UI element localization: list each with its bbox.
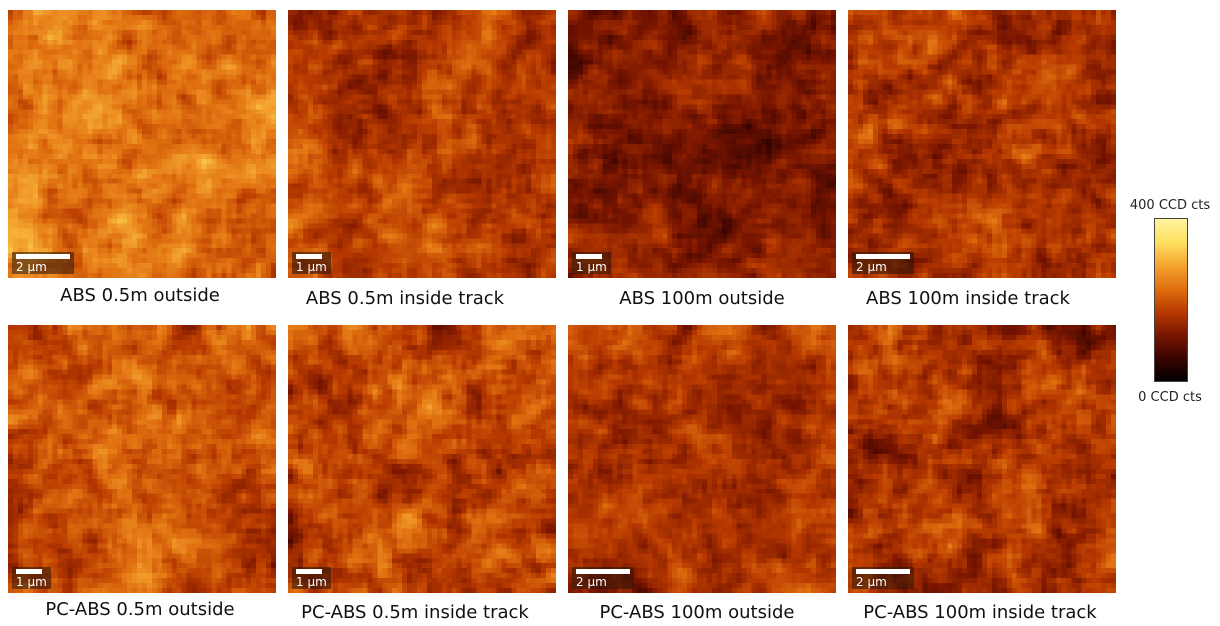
scale-bar-line: [576, 254, 602, 259]
heatmap-canvas: [288, 10, 556, 278]
scale-bar-label: 1 μm: [576, 260, 607, 274]
scale-bar: 1 μm: [292, 567, 331, 589]
colorbar-min-label: 0 CCD cts: [1138, 390, 1202, 405]
afm-image-abs-05m-inside-track: 1 μm: [288, 10, 556, 278]
scale-bar: 2 μm: [572, 567, 634, 589]
scale-bar-label: 1 μm: [16, 575, 47, 589]
heatmap-canvas: [568, 10, 836, 278]
scale-bar-label: 2 μm: [16, 260, 47, 274]
afm-image-pcabs-05m-inside-track: 1 μm: [288, 325, 556, 593]
scale-bar: 2 μm: [12, 252, 74, 274]
afm-image-abs-05m-outside: 2 μm: [8, 10, 276, 278]
caption-abs-05m-inside-track: ABS 0.5m inside track: [305, 288, 505, 309]
scale-bar: 2 μm: [852, 567, 914, 589]
caption-abs-05m-outside: ABS 0.5m outside: [60, 285, 220, 306]
caption-pcabs-100m-inside-track: PC-ABS 100m inside track: [863, 602, 1097, 623]
scale-bar-line: [16, 569, 42, 574]
scale-bar-line: [856, 569, 910, 574]
scale-bar-line: [296, 254, 322, 259]
caption-pcabs-100m-outside: PC-ABS 100m outside: [599, 602, 795, 623]
scale-bar-line: [296, 569, 322, 574]
scale-bar-label: 2 μm: [856, 575, 887, 589]
scale-bar-line: [576, 569, 630, 574]
colorbar-max-label: 400 CCD cts: [1129, 198, 1211, 213]
scale-bar-label: 2 μm: [856, 260, 887, 274]
afm-image-abs-100m-outside: 1 μm: [568, 10, 836, 278]
caption-pcabs-05m-outside: PC-ABS 0.5m outside: [45, 599, 235, 620]
heatmap-canvas: [848, 325, 1116, 593]
heatmap-canvas: [848, 10, 1116, 278]
heatmap-canvas: [568, 325, 836, 593]
heatmap-canvas: [8, 325, 276, 593]
scale-bar-label: 1 μm: [296, 260, 327, 274]
caption-abs-100m-outside: ABS 100m outside: [619, 288, 785, 309]
caption-abs-100m-inside-track: ABS 100m inside track: [866, 288, 1070, 309]
scale-bar-label: 1 μm: [296, 575, 327, 589]
scale-bar: 1 μm: [292, 252, 331, 274]
afm-image-abs-100m-inside-track: 2 μm: [848, 10, 1116, 278]
heatmap-canvas: [8, 10, 276, 278]
heatmap-canvas: [288, 325, 556, 593]
afm-image-pcabs-05m-outside: 1 μm: [8, 325, 276, 593]
scale-bar-label: 2 μm: [576, 575, 607, 589]
scale-bar: 2 μm: [852, 252, 914, 274]
afm-image-pcabs-100m-inside-track: 2 μm: [848, 325, 1116, 593]
scale-bar-line: [16, 254, 70, 259]
scale-bar: 1 μm: [12, 567, 51, 589]
afm-image-pcabs-100m-outside: 2 μm: [568, 325, 836, 593]
caption-pcabs-05m-inside-track: PC-ABS 0.5m inside track: [301, 602, 529, 623]
colorbar: [1154, 218, 1188, 382]
scale-bar-line: [856, 254, 910, 259]
scale-bar: 1 μm: [572, 252, 611, 274]
